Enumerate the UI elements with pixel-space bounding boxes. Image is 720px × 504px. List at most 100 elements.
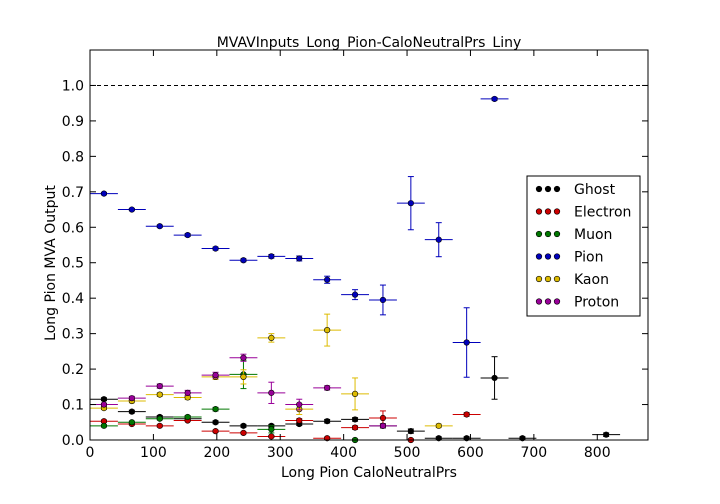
data-point — [212, 428, 219, 435]
data-point — [268, 389, 275, 396]
legend-item-electron: Electron — [535, 205, 631, 221]
legend-label: Proton — [574, 295, 619, 311]
x-tick-label: 100 — [140, 445, 167, 461]
data-point — [268, 426, 275, 433]
legend-marker — [535, 253, 543, 260]
data-point — [240, 422, 247, 429]
legend-marker — [553, 208, 561, 215]
data-point — [324, 384, 331, 391]
legend-item-kaon: Kaon — [535, 272, 609, 288]
data-point — [351, 424, 359, 431]
x-tick-label: 800 — [584, 445, 611, 461]
legend-marker — [535, 185, 543, 193]
data-point — [407, 428, 414, 435]
x-tick-label: 0 — [86, 445, 95, 461]
data-point — [212, 406, 219, 413]
data-point — [491, 95, 498, 103]
x-tick-label: 500 — [394, 445, 421, 461]
x-tick-label: 700 — [520, 445, 547, 461]
legend-item-muon: Muon — [535, 227, 612, 243]
data-point — [324, 418, 331, 425]
legend-marker — [553, 275, 561, 283]
series-electron — [90, 410, 481, 444]
y-tick-label: 0.6 — [62, 220, 84, 236]
data-point — [351, 416, 359, 423]
x-tick-label: 400 — [330, 445, 357, 461]
data-point — [324, 276, 331, 283]
x-tick-label: 200 — [203, 445, 230, 461]
legend-marker — [553, 185, 561, 193]
data-point — [240, 354, 247, 361]
data-point — [156, 422, 163, 429]
data-point — [379, 296, 387, 304]
data-point — [100, 422, 108, 429]
data-point — [435, 422, 442, 429]
data-point — [156, 383, 163, 390]
data-point — [351, 291, 359, 298]
data-point — [379, 414, 387, 422]
series-proton — [90, 353, 397, 429]
data-point — [407, 200, 414, 207]
legend: Ghost Electron Muon Pion Kaon Proton — [526, 175, 641, 317]
data-point — [184, 413, 191, 421]
data-point — [156, 391, 163, 398]
legend-label: Muon — [574, 227, 612, 243]
legend-marker — [535, 275, 543, 283]
series-pion — [90, 95, 509, 378]
data-point — [240, 429, 247, 437]
data-point — [156, 223, 163, 230]
data-point — [435, 236, 442, 243]
y-tick-label: 0.0 — [62, 433, 84, 449]
legend-label: Ghost — [574, 182, 616, 198]
legend-box — [526, 175, 641, 317]
legend-marker — [553, 298, 561, 305]
legend-marker — [544, 298, 552, 305]
y-tick-label: 0.1 — [62, 398, 84, 414]
legend-label: Pion — [574, 250, 603, 266]
legend-marker — [544, 230, 552, 238]
data-point — [100, 190, 108, 197]
data-point — [128, 206, 135, 213]
data-point — [240, 257, 247, 264]
data-point — [184, 389, 191, 396]
y-tick-label: 0.8 — [62, 149, 84, 165]
legend-marker — [544, 208, 552, 215]
y-tick-label: 0.2 — [62, 362, 84, 378]
data-point — [100, 396, 108, 403]
x-tick-label: 300 — [267, 445, 294, 461]
legend-item-ghost: Ghost — [535, 182, 616, 198]
chart-title: MVAVInputs_Long_Pion-CaloNeutralPrs_Liny — [217, 35, 522, 51]
legend-item-pion: Pion — [535, 250, 603, 266]
data-point — [128, 419, 135, 426]
y-tick-label: 0.9 — [62, 114, 84, 130]
legend-marker — [544, 275, 552, 283]
data-point — [463, 339, 470, 346]
legend-label: Kaon — [574, 272, 609, 288]
data-point — [268, 334, 275, 341]
x-axis-label: Long Pion CaloNeutralPrs — [281, 465, 457, 481]
data-point — [603, 431, 610, 438]
data-point — [268, 253, 275, 260]
plot-area: 0 100 200 300 400 500 600 700 800 0.0 0.1 0.2 0.3 0.4… — [62, 49, 649, 461]
data-point — [100, 401, 108, 408]
data-point — [463, 411, 470, 418]
legend-marker — [553, 230, 561, 238]
legend-marker — [544, 185, 552, 193]
legend-marker — [553, 253, 561, 260]
legend-marker — [535, 208, 543, 215]
data-point — [156, 415, 163, 422]
data-point — [296, 255, 303, 262]
y-tick-label: 0.3 — [62, 327, 84, 343]
data-point — [240, 373, 247, 380]
data-point — [379, 422, 387, 429]
data-point — [184, 231, 191, 239]
y-axis-label: Long Pion MVA Output — [43, 185, 59, 341]
legend-marker — [535, 298, 543, 305]
x-tick-label: 600 — [457, 445, 484, 461]
y-tick-label: 1.0 — [62, 78, 84, 94]
data-point — [128, 395, 135, 402]
y-tick-label: 0.7 — [62, 185, 84, 201]
legend-item-proton: Proton — [535, 295, 619, 311]
data-point — [296, 401, 303, 408]
